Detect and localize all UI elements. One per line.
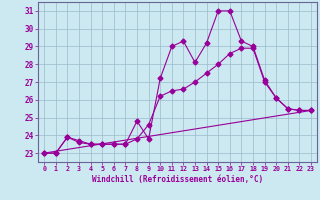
- X-axis label: Windchill (Refroidissement éolien,°C): Windchill (Refroidissement éolien,°C): [92, 175, 263, 184]
